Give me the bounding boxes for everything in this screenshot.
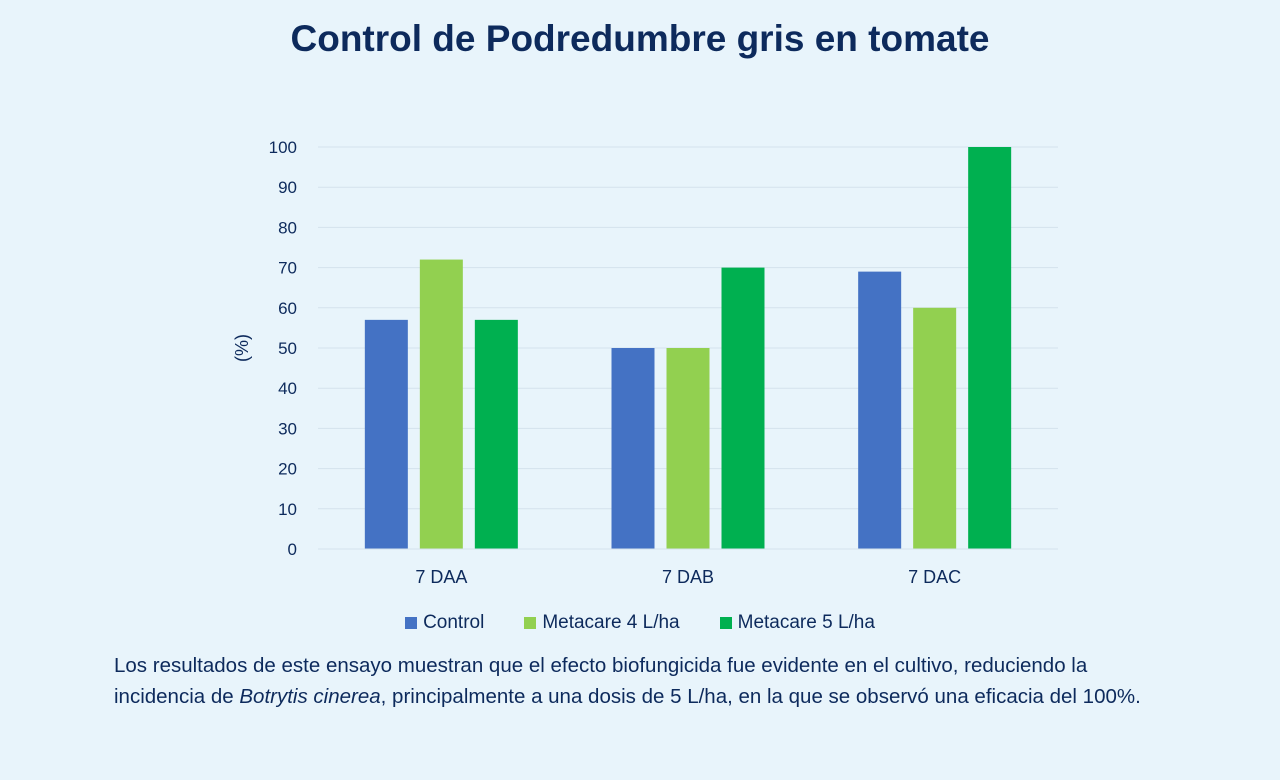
y-tick-label: 60 — [278, 299, 297, 318]
x-tick-label: 7 DAB — [662, 567, 714, 587]
chart-legend: Control Metacare 4 L/ha Metacare 5 L/ha — [0, 612, 1280, 634]
legend-swatch-control — [405, 617, 418, 629]
y-tick-label: 20 — [278, 460, 297, 479]
caption-species-name: Botrytis cinerea — [239, 685, 381, 708]
bar — [968, 147, 1012, 549]
legend-label-metacare-5: Metacare 5 L/ha — [737, 612, 875, 633]
legend-swatch-metacare-4 — [524, 617, 537, 629]
bar — [419, 259, 463, 549]
bar — [913, 307, 957, 549]
legend-swatch-metacare-5 — [719, 617, 732, 629]
bar — [721, 267, 765, 549]
y-tick-label: 30 — [278, 419, 297, 438]
caption-text-1: Los resultados de este ensayo muestran q… — [114, 654, 1088, 708]
bar — [474, 319, 518, 549]
legend-label-metacare-4: Metacare 4 L/ha — [542, 612, 680, 633]
y-tick-label: 70 — [278, 259, 297, 278]
y-tick-label: 50 — [278, 339, 297, 358]
y-tick-label: 90 — [278, 178, 297, 197]
y-tick-label: 100 — [269, 138, 297, 157]
legend-item-metacare-5: Metacare 5 L/ha — [719, 612, 875, 634]
results-caption: Los resultados de este ensayo muestran q… — [114, 650, 1174, 712]
bar — [666, 348, 710, 549]
y-axis-label: (%) — [232, 334, 252, 362]
bar-chart: 0 10 20 30 40 50 60 70 80 90 100 (%) 7 DAA 7 DAB 7 DAC — [232, 138, 1058, 587]
bar — [858, 271, 902, 549]
legend-item-metacare-4: Metacare 4 L/ha — [524, 612, 680, 634]
legend-label-control: Control — [423, 612, 485, 633]
caption-text-2: , principalmente a una dosis de 5 L/ha, … — [380, 685, 1141, 708]
y-tick-label: 0 — [288, 540, 297, 559]
y-tick-label: 40 — [278, 379, 297, 398]
legend-item-control: Control — [405, 612, 484, 634]
x-tick-label: 7 DAC — [908, 567, 961, 587]
chart-title: Control de Podredumbre gris en tomate — [290, 18, 990, 59]
x-tick-label: 7 DAA — [415, 567, 467, 587]
bar — [611, 348, 655, 549]
y-tick-label: 10 — [278, 500, 297, 519]
y-tick-label: 80 — [278, 218, 297, 237]
bar — [364, 319, 408, 549]
